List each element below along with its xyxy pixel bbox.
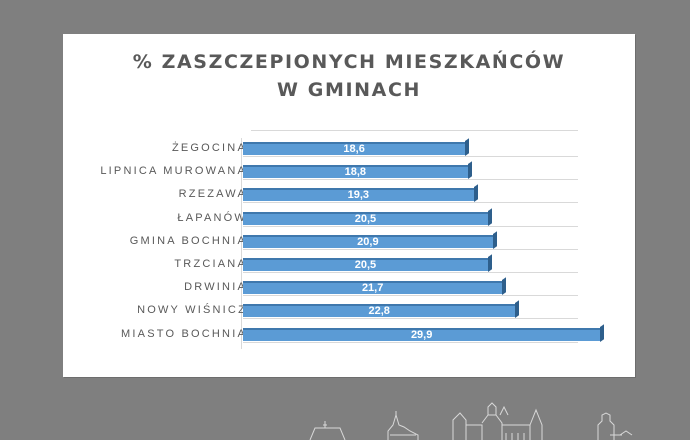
bar: 20,5 — [243, 254, 492, 272]
bar-3d-side — [467, 161, 472, 180]
bar-3d-side — [473, 184, 478, 203]
gridline — [243, 248, 578, 250]
bar-3d-side — [487, 254, 492, 272]
category-label: ŁAPANÓW — [177, 211, 247, 224]
plot-area: ŻEGOCINA 18,6 LIPNICA MUROWANA 18,8 RZEZAWA 1… — [63, 34, 635, 377]
bar: 20,5 — [243, 207, 492, 226]
category-label: TRZCIANA — [174, 258, 247, 270]
category-label: MIASTO BOCHNIA — [121, 327, 247, 340]
bar: 20,9 — [243, 230, 497, 249]
chart-panel: % ZASZCZEPIONYCH MIESZKAŃCÓW W GMINACH Ż… — [63, 34, 635, 377]
category-label: NOWY WIŚNICZ — [137, 304, 247, 317]
bar-value-label: 21,7 — [361, 282, 384, 295]
bar: 18,8 — [243, 161, 472, 180]
bar-value-label: 18,8 — [344, 166, 367, 179]
bar-value-label: 19,3 — [347, 189, 370, 202]
bar-3d-side — [600, 323, 605, 342]
bar-value-label: 20,5 — [354, 212, 377, 225]
bar: 18,6 — [243, 138, 470, 156]
bar-value-label: 22,8 — [368, 305, 390, 318]
gridline — [243, 295, 578, 297]
category-label: RZEZAWA — [178, 188, 247, 201]
bar: 29,9 — [243, 323, 605, 342]
chart-title: % ZASZCZEPIONYCH MIESZKAŃCÓW W GMINACH — [63, 48, 635, 104]
gridline — [243, 202, 578, 204]
bar: 21,7 — [243, 277, 507, 296]
gridline — [243, 179, 578, 181]
bar: 19,3 — [243, 184, 478, 203]
bar-value-label: 18,6 — [343, 143, 365, 155]
chart-title-line-1: % ZASZCZEPIONYCH MIESZKAŃCÓW — [132, 51, 566, 73]
bar: 22,8 — [243, 300, 520, 319]
bar-3d-side — [487, 207, 492, 226]
category-label: DRWINIA — [184, 281, 247, 294]
gridline — [243, 225, 578, 227]
bar-value-label: 20,9 — [357, 235, 379, 248]
category-label: LIPNICA MUROWANA — [100, 165, 247, 178]
category-axis-line — [241, 138, 242, 349]
bar-3d-side — [502, 277, 507, 296]
gridline — [243, 341, 578, 343]
city-skyline-icon — [309, 402, 633, 440]
back-wall-top-line — [251, 130, 578, 131]
category-label: GMINA BOCHNIA — [129, 234, 247, 247]
bar-3d-side — [492, 230, 497, 249]
bar-3d-side — [465, 138, 470, 156]
gridline — [243, 272, 578, 273]
gridline — [243, 318, 578, 320]
bar-value-label: 20,5 — [354, 259, 377, 271]
bar-3d-side — [515, 300, 520, 319]
chart-title-line-2: W GMINACH — [277, 79, 421, 101]
bar-value-label: 29,9 — [410, 328, 433, 341]
gridline — [243, 156, 578, 157]
category-label: ŻEGOCINA — [171, 142, 247, 154]
